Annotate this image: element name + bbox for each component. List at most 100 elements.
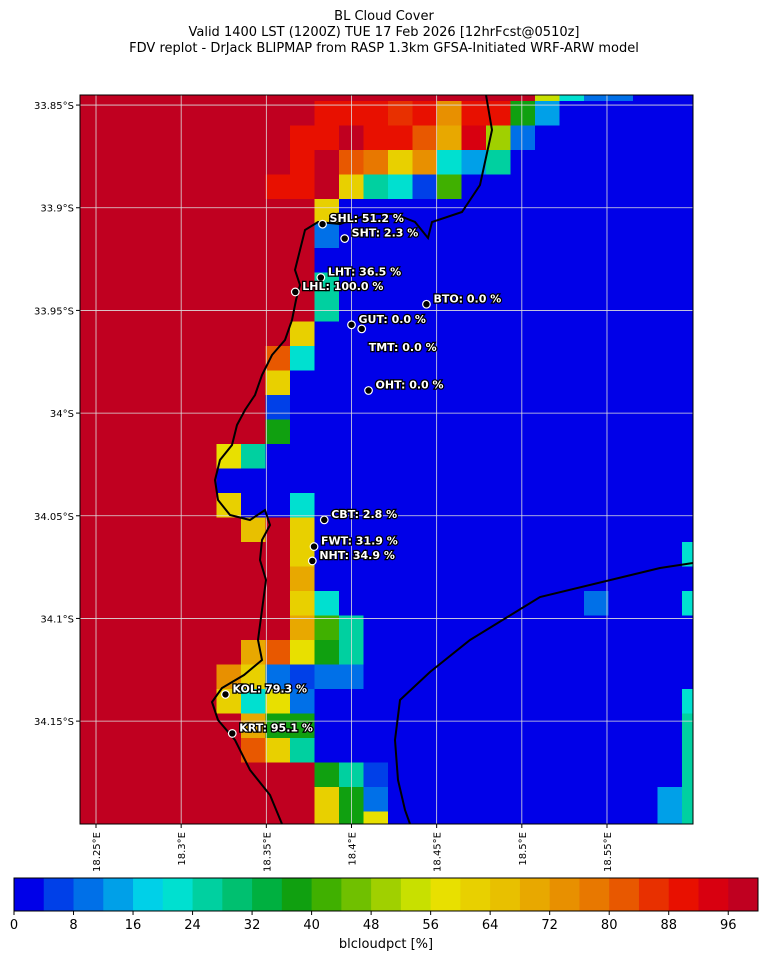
cloud-cell xyxy=(412,787,438,813)
cloud-cell xyxy=(682,174,693,200)
cloud-cell xyxy=(94,395,120,421)
cloud-cell xyxy=(192,248,218,274)
cloud-cell xyxy=(314,125,340,151)
cloud-cell xyxy=(290,444,316,470)
cloud-cell xyxy=(167,297,193,323)
cloud-cell xyxy=(657,321,683,347)
cloud-cell xyxy=(94,762,120,788)
cloud-cell xyxy=(314,395,340,421)
cloud-cell xyxy=(461,321,487,347)
cloud-cell xyxy=(241,566,267,592)
cloud-cell xyxy=(314,640,340,666)
cloud-cell xyxy=(486,321,512,347)
cloud-cell xyxy=(143,493,169,519)
cloud-cell xyxy=(510,199,536,225)
cloud-cell xyxy=(143,346,169,372)
cloud-cell xyxy=(80,468,95,494)
cloud-cell xyxy=(167,150,193,176)
cloud-cell xyxy=(584,591,610,617)
cloud-cell xyxy=(633,223,659,249)
station-dot xyxy=(221,690,230,699)
cloud-cell xyxy=(94,640,120,666)
cloud-cell xyxy=(486,223,512,249)
cloud-cell xyxy=(535,566,561,592)
colorbar-tick-label: 56 xyxy=(422,918,439,933)
cloud-cell xyxy=(657,223,683,249)
colorbar-segment xyxy=(252,878,283,911)
cloud-cell xyxy=(363,125,389,151)
cloud-cell xyxy=(363,689,389,715)
cloud-cell xyxy=(265,150,291,176)
cloud-cell xyxy=(535,395,561,421)
cloud-cell xyxy=(633,150,659,176)
cloud-cell xyxy=(314,468,340,494)
cloud-cell xyxy=(94,664,120,690)
cloud-cell xyxy=(608,664,634,690)
cloud-cell xyxy=(241,346,267,372)
cloud-cell xyxy=(461,395,487,421)
cloud-cell xyxy=(118,591,144,617)
cloud-cell xyxy=(584,370,610,396)
cloud-cell xyxy=(118,664,144,690)
cloud-cell xyxy=(314,419,340,445)
cloud-cell xyxy=(216,150,242,176)
cloud-cell xyxy=(486,811,512,824)
cloud-cell xyxy=(167,738,193,764)
cloud-cell xyxy=(290,321,316,347)
cloud-cell xyxy=(535,150,561,176)
cloud-cell xyxy=(510,297,536,323)
cloud-cell xyxy=(608,542,634,568)
cloud-cell xyxy=(167,615,193,641)
colorbar-tick-label: 88 xyxy=(660,918,677,933)
cloud-cell xyxy=(486,346,512,372)
cloud-cell xyxy=(682,370,693,396)
cloud-cell xyxy=(314,787,340,813)
cloud-cell xyxy=(486,297,512,323)
cloud-cell xyxy=(510,95,536,102)
cloud-cell xyxy=(167,321,193,347)
cloud-cell xyxy=(657,615,683,641)
cloud-cell xyxy=(265,689,291,715)
cloud-cell xyxy=(633,713,659,739)
cloud-cell xyxy=(657,787,683,813)
cloud-cell xyxy=(94,370,120,396)
cloud-cell xyxy=(314,174,340,200)
cloud-cell xyxy=(314,615,340,641)
cloud-cell xyxy=(363,517,389,543)
cloud-cell xyxy=(192,762,218,788)
cloud-cell xyxy=(510,762,536,788)
cloud-cell xyxy=(265,248,291,274)
colorbar-segment xyxy=(519,878,551,911)
cloud-cell xyxy=(314,566,340,592)
cloud-cell xyxy=(437,787,463,813)
cloud-cell xyxy=(290,689,316,715)
y-tick-label: 34.05°S xyxy=(34,512,74,523)
cloud-cell xyxy=(80,174,95,200)
cloud-cell xyxy=(80,689,95,715)
cloud-cell xyxy=(461,370,487,396)
cloud-cell xyxy=(167,223,193,249)
cloud-cell xyxy=(388,640,414,666)
cloud-cell xyxy=(80,542,95,568)
cloud-cell xyxy=(216,346,242,372)
cloud-cell xyxy=(486,95,512,102)
cloud-cell xyxy=(118,640,144,666)
cloud-cell xyxy=(314,811,340,824)
cloud-cell xyxy=(461,566,487,592)
cloud-cell xyxy=(461,297,487,323)
cloud-cell xyxy=(290,713,316,739)
cloud-cell xyxy=(143,95,169,102)
station-label: SHT: 2.3 % xyxy=(352,227,419,240)
station-dot xyxy=(319,515,329,525)
station-label: OHT: 0.0 % xyxy=(376,379,444,392)
cloud-cell xyxy=(608,762,634,788)
cloud-cell xyxy=(265,395,291,421)
colorbar-tick-label: 8 xyxy=(69,918,77,933)
cloud-cell xyxy=(80,248,95,274)
cloud-cell xyxy=(118,566,144,592)
cloud-cell xyxy=(241,787,267,813)
cloud-cell xyxy=(657,566,683,592)
colorbar-segment xyxy=(133,878,164,911)
cloud-cell xyxy=(559,199,585,225)
y-tick-label: 33.9°S xyxy=(40,204,74,215)
